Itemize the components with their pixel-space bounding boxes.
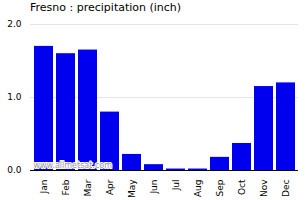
- html-text:Fresno : precipitation (inch): Fresno : precipitation (inch): [30, 1, 182, 14]
- svg-text:May: May: [127, 179, 137, 198]
- svg-text:Dec: Dec: [281, 179, 291, 196]
- svg-text:2.0: 2.0: [7, 19, 22, 29]
- svg-text:Jul: Jul: [171, 180, 181, 192]
- svg-text:Aug: Aug: [193, 180, 203, 198]
- svg-text:Jan: Jan: [39, 180, 49, 195]
- svg-text:Apr: Apr: [105, 179, 115, 195]
- svg-text:Mar: Mar: [83, 179, 93, 196]
- svg-text:Nov: Nov: [259, 179, 269, 197]
- svg-text:Jun: Jun: [149, 180, 159, 195]
- svg-text:Sep: Sep: [215, 179, 225, 196]
- svg-text:1.0: 1.0: [7, 92, 22, 102]
- svg-text:www.allmetsat.com: www.allmetsat.com: [34, 161, 113, 170]
- svg-text:Oct: Oct: [237, 179, 247, 195]
- svg-text:Feb: Feb: [61, 179, 71, 195]
- svg-text:0.0: 0.0: [7, 165, 22, 175]
